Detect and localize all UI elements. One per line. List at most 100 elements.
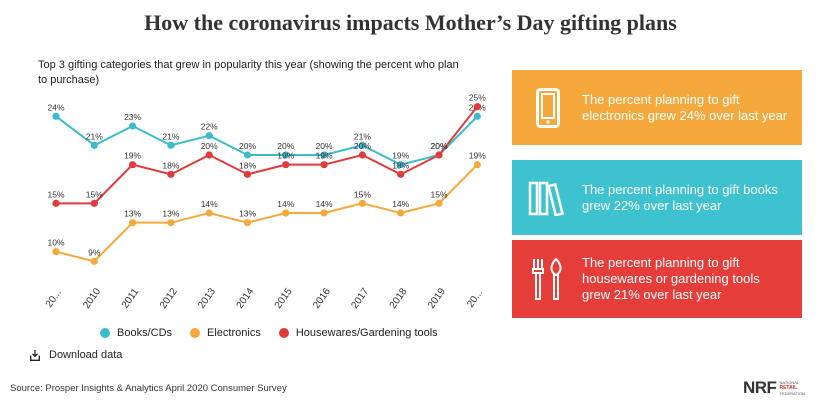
data-point-housewares-gardening-tools [205,151,213,159]
data-point-electronics [167,219,175,227]
data-label-housewares-gardening-tools: 18% [239,160,256,170]
data-label-housewares-gardening-tools: 20% [201,141,218,151]
x-tick-label: 2011 [120,286,142,310]
data-label-electronics: 14% [277,199,294,209]
data-label-electronics: 14% [316,199,333,209]
x-tick-label: 2010 [81,286,103,310]
data-label-books-cds: 20% [316,141,333,151]
data-point-books-cds [205,132,213,140]
series-line-housewares-gardening-tools [56,106,479,205]
data-label-housewares-gardening-tools: 19% [316,151,333,161]
data-label-housewares-gardening-tools: 15% [86,189,103,199]
data-label-books-cds: 24% [47,102,64,112]
chart-subtitle: Top 3 gifting categories that grew in po… [38,59,459,86]
data-point-electronics [205,209,213,217]
data-point-housewares-gardening-tools [397,170,405,178]
data-point-books-cds [52,112,60,120]
data-label-housewares-gardening-tools: 25% [469,93,486,103]
series-line-electronics [55,163,479,263]
x-tick-label: 2018 [388,286,410,310]
legend-item-books[interactable]: Books/CDs [100,327,172,339]
x-tick-label: 20... [465,287,485,309]
page-title: How the coronavirus impacts Mother’s Day… [144,10,677,35]
chart-legend: Books/CDs Electronics Housewares/Gardeni… [100,327,438,339]
data-label-electronics: 19% [469,151,486,161]
legend-dot-electronics [190,328,201,338]
data-point-housewares-gardening-tools [320,161,328,169]
data-point-electronics [358,199,366,207]
card-electronics-text: The percent planning to gift electronics… [582,91,788,123]
x-tick-label: 2014 [235,286,257,310]
data-label-housewares-gardening-tools: 20% [354,141,371,151]
data-label-electronics: 10% [47,238,64,248]
data-label-books-cds: 21% [86,131,103,141]
download-label: Download data [49,349,123,361]
data-label-books-cds: 23% [124,112,141,122]
x-tick-label: 20... [44,287,64,309]
data-point-electronics [435,199,443,207]
data-label-electronics: 14% [392,199,409,209]
nrf-logo: NRF NATIONAL RETAIL FEDERATION [743,378,805,398]
nrf-line1: NATIONAL [779,380,800,385]
nrf-line2: RETAIL [779,385,798,391]
data-label-books-cds: 19% [392,151,409,161]
data-label-electronics: 13% [239,209,256,219]
card-electronics: The percent planning to gift electronics… [512,70,802,145]
download-data-button[interactable]: Download data [30,349,122,361]
data-point-housewares-gardening-tools [167,170,175,178]
data-label-electronics: 13% [162,209,179,219]
x-tick-label: 2016 [311,286,333,310]
nrf-line3: FEDERATION [779,391,805,396]
data-point-housewares-gardening-tools [129,161,137,169]
data-point-books-cds [129,122,137,130]
data-label-housewares-gardening-tools: 20% [430,141,447,151]
data-label-books-cds: 20% [239,141,256,151]
data-point-electronics [243,219,252,227]
data-label-electronics: 9% [88,247,101,257]
data-label-electronics: 13% [124,209,141,219]
x-tick-label: 2015 [273,286,295,310]
data-label-housewares-gardening-tools: 15% [47,189,64,199]
download-icon [30,349,40,361]
data-point-books-cds [358,141,366,149]
data-point-housewares-gardening-tools [52,199,60,207]
data-label-housewares-gardening-tools: 18% [162,160,179,170]
x-tick-label: 2017 [349,286,371,310]
data-point-books-cds [320,151,328,159]
card-books-text: The percent planning to gift books grew … [582,181,778,213]
data-label-books-cds: 21% [162,131,179,141]
x-tick-label: 2019 [426,286,448,310]
data-label-housewares-gardening-tools: 18% [392,160,409,170]
legend-dot-books [100,328,110,338]
data-point-housewares-gardening-tools [435,151,443,159]
garden-tools-icon [520,257,576,301]
data-point-housewares-gardening-tools [473,103,481,111]
source-note: Source: Prosper Insights & Analytics Apr… [10,383,287,394]
nrf-mark: NRF [743,378,777,397]
data-point-housewares-gardening-tools [243,170,252,178]
books-icon [520,180,576,216]
card-books: The percent planning to gift books grew … [512,160,802,235]
data-label-housewares-gardening-tools: 19% [124,151,141,161]
nrf-wordmark: NATIONAL RETAIL FEDERATION [779,380,804,396]
data-point-housewares-gardening-tools [282,161,290,169]
line-chart: 24%21%23%21%22%20%20%20%21%19%20%24%10%9… [44,93,486,310]
data-label-books-cds: 21% [354,131,371,141]
data-point-housewares-gardening-tools [358,151,366,159]
data-label-electronics: 14% [201,199,218,209]
x-tick-label: 2012 [158,286,180,310]
legend-label-electronics: Electronics [207,327,261,339]
series-line-books-cds [55,115,479,166]
data-label-electronics: 15% [430,189,447,199]
data-point-books-cds [90,141,98,149]
data-point-electronics [320,209,328,217]
data-label-housewares-gardening-tools: 19% [277,151,294,161]
data-point-books-cds [282,151,290,159]
legend-item-housewares[interactable]: Housewares/Gardening tools [278,327,438,339]
data-point-books-cds [397,161,405,169]
data-label-books-cds: 20% [430,141,447,151]
data-point-electronics [52,248,60,256]
tablet-icon [520,87,576,128]
card-housewares: The percent planning to gift housewares … [512,240,802,318]
legend-item-electronics[interactable]: Electronics [190,327,261,339]
